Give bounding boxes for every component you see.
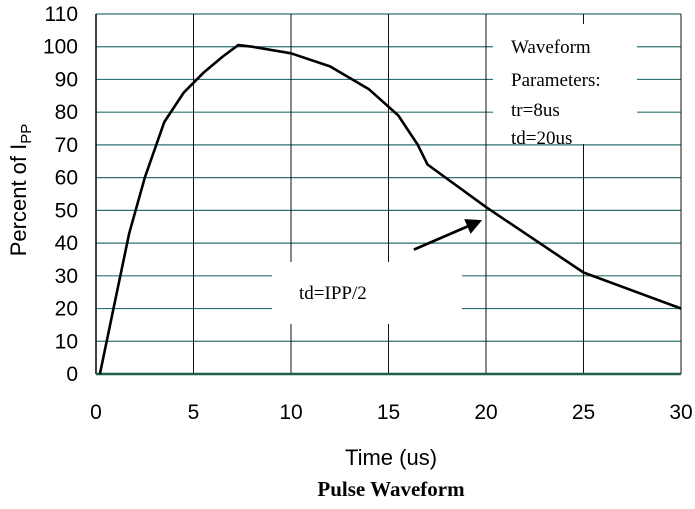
y-tick-label-40: 40 [55,232,78,255]
x-axis-label: Time (us) [345,445,437,470]
x-tick-label-0: 0 [90,401,102,424]
arrow-head [464,219,483,234]
y-axis-label-subscript: PP [18,124,35,144]
y-tick-label-100: 100 [43,36,78,59]
parameters-box [493,24,637,144]
y-axis-label: Percent of IPP [6,124,35,257]
annotation-boxes [272,24,637,324]
x-tick-label-5: 5 [188,401,200,424]
param-tr: tr=8us [511,100,560,121]
y-tick-label-30: 30 [55,265,78,288]
series-layer [98,43,682,375]
y-tick-label-50: 50 [55,199,78,222]
params-title-line1: Waveform [511,37,591,58]
y-tick-label-0: 0 [66,363,78,386]
y-tick-label-70: 70 [55,134,78,157]
x-tick-label-20: 20 [474,401,497,424]
y-tick-label-60: 60 [55,167,78,190]
param-td: td=20us [511,128,572,149]
x-tick-label-30: 30 [669,401,692,424]
x-tick-label-25: 25 [572,401,595,424]
arrow-shaft [413,225,468,251]
td-label-box [272,262,462,324]
td-definition-label: td=IPP/2 [299,283,367,304]
td-arrow [413,219,483,251]
params-title-line2: Parameters: [511,70,601,91]
y-axis-label-main: Percent of I [6,144,31,257]
y-tick-label-110: 110 [45,3,78,26]
y-tick-label-80: 80 [55,101,78,124]
tick-labels: 0 10 20 30 40 50 60 70 80 90 100 110 0 5 10 15 20 25 30 [43,3,693,424]
axes [95,14,681,376]
x-tick-label-10: 10 [279,401,302,424]
y-tick-label-90: 90 [55,68,78,91]
y-tick-label-20: 20 [55,298,78,321]
series-line-0 [98,43,682,375]
x-tick-label-15: 15 [377,401,400,424]
y-tick-label-10: 10 [55,330,78,353]
chart-title: Pulse Waveform [317,477,465,501]
